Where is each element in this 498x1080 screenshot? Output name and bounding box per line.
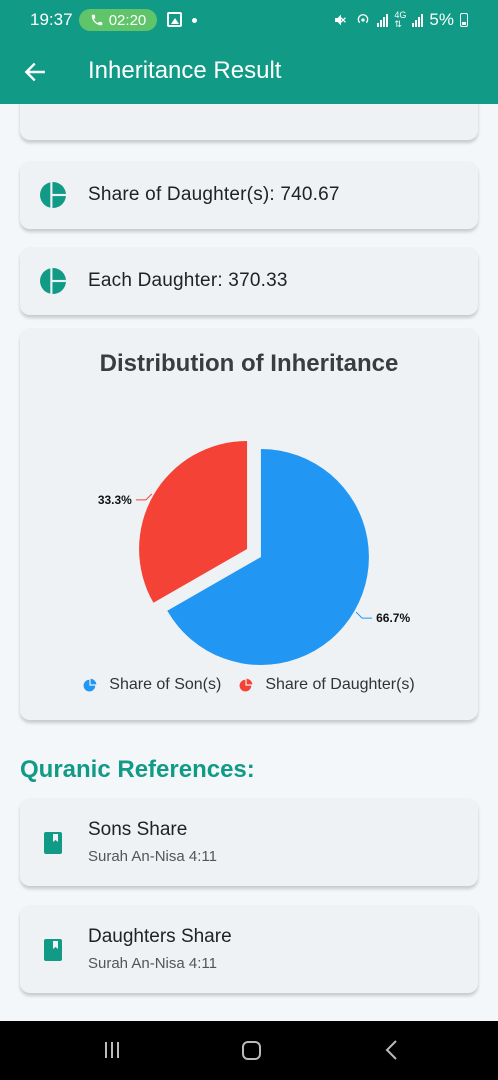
pie-data-label: 33.3% [98, 493, 132, 507]
pie-data-label: 66.7% [376, 611, 410, 625]
chart-card: Distribution of Inheritance 66.7% 33.3% S… [20, 328, 478, 720]
network-4g-icon: 4G ⇅ [394, 10, 407, 29]
recent-apps-icon[interactable] [103, 1041, 121, 1059]
legend-pie-icon [239, 678, 253, 692]
phone-icon [91, 14, 102, 26]
page-title: Inheritance Result [88, 57, 282, 84]
legend-pie-body [83, 679, 96, 692]
scroll-content[interactable]: Share of Daughter(s): 740.67 Each Daught… [0, 104, 498, 1021]
pie-slice [167, 449, 369, 666]
legend-item-sons: Share of Son(s) [83, 676, 221, 694]
each-daughter-text: Each Daughter: 370.33 [88, 270, 288, 291]
daughters-share-text: Share of Daughter(s): 740.67 [88, 184, 340, 205]
legend-pie-icon [83, 678, 97, 692]
pie-slice [139, 440, 248, 603]
section-title: Quranic References: [20, 756, 255, 783]
notification-dot-icon [192, 18, 197, 23]
status-time: 19:37 [30, 10, 73, 29]
mute-icon [335, 14, 347, 26]
legend-label-daughters: Share of Daughter(s) [265, 676, 415, 693]
call-duration: 02:20 [108, 11, 147, 29]
arrow-left-icon[interactable] [22, 59, 48, 85]
result-card: Share of Daughter(s): 740.67 [20, 161, 478, 229]
reference-title: Sons Share [88, 819, 188, 840]
signal-icon [377, 13, 389, 27]
result-card: Each Daughter: 370.33 [20, 247, 478, 315]
chart-title: Distribution of Inheritance [99, 350, 399, 377]
legend-pie-wedge [90, 678, 97, 685]
chart-legend: Share of Son(s) Share of Daughter(s) [20, 676, 478, 694]
system-nav-bar [0, 1021, 498, 1080]
reference-subtitle: Surah An-Nisa 4:11 [88, 848, 217, 865]
reference-title: Daughters Share [88, 926, 232, 947]
app-bar: Inheritance Result [0, 42, 498, 104]
reference-card[interactable]: Daughters Share Surah An-Nisa 4:11 [20, 905, 478, 993]
signal-2-icon [412, 13, 424, 27]
status-right-icons: 4G ⇅ 5% [333, 10, 468, 30]
battery-percent: 5% [429, 10, 454, 29]
pie-leader-line [355, 611, 373, 619]
clipped-result-card [20, 104, 478, 140]
home-icon[interactable] [242, 1041, 261, 1060]
reference-card[interactable]: Sons Share Surah An-Nisa 4:11 [20, 798, 478, 886]
pie-leader-line [135, 493, 153, 501]
book-icon [44, 832, 62, 854]
legend-item-daughters: Share of Daughter(s) [239, 676, 415, 694]
status-bar: 19:37 02:20 4G ⇅ 5% [0, 0, 498, 42]
reference-subtitle: Surah An-Nisa 4:11 [88, 955, 217, 972]
pie-chart-icon [40, 182, 66, 208]
book-icon [44, 939, 62, 961]
battery-icon [460, 13, 468, 27]
legend-pie-body [239, 679, 252, 692]
nav-back-icon[interactable] [384, 1040, 398, 1060]
call-indicator[interactable]: 02:20 [79, 9, 157, 31]
hotspot-icon [358, 14, 369, 24]
legend-label-sons: Share of Son(s) [109, 676, 222, 693]
gallery-icon [167, 12, 182, 27]
pie-chart: 66.7% 33.3% [98, 440, 410, 666]
legend-pie-wedge [246, 678, 253, 685]
pie-chart-icon [40, 268, 66, 294]
